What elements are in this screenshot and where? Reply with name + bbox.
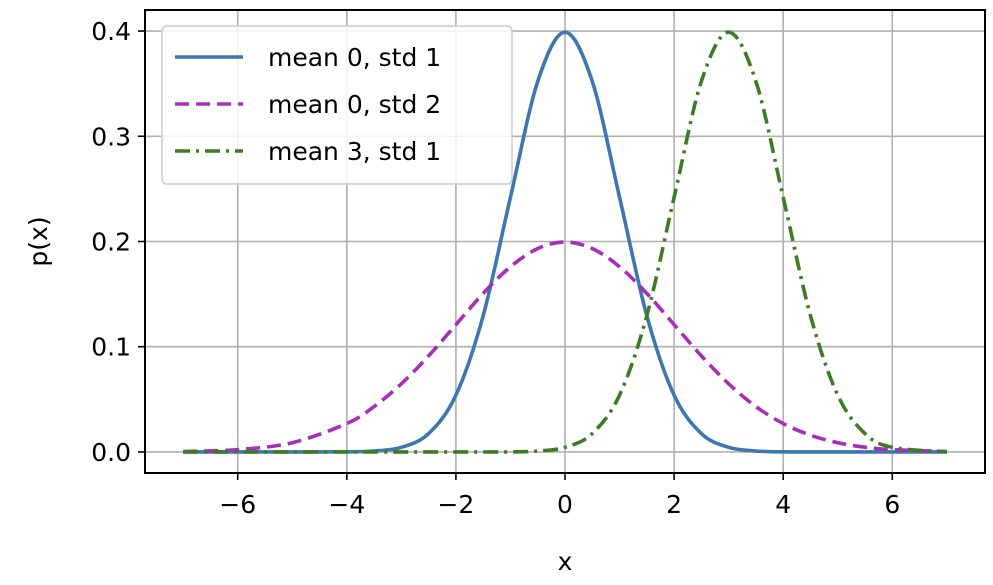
- x-tick-label: 4: [775, 490, 791, 519]
- y-tick-label: 0.4: [91, 17, 131, 46]
- legend-label: mean 0, std 1: [268, 43, 441, 72]
- x-tick-label: 0: [557, 490, 573, 519]
- plot-lines: [183, 30, 947, 454]
- x-tick-label: −2: [437, 490, 474, 519]
- y-tick-label: 0.3: [91, 122, 131, 151]
- axis-ticks: −6 −4 −2 0 2 4 6 0.0 0.1 0.2 0.3 0.4: [91, 17, 900, 519]
- y-tick-label: 0.0: [91, 438, 131, 467]
- y-axis-label: p(x): [24, 216, 53, 266]
- x-axis-label: x: [558, 547, 573, 576]
- x-tick-label: −6: [219, 490, 256, 519]
- x-tick-label: 6: [884, 490, 900, 519]
- y-tick-label: 0.2: [91, 228, 131, 257]
- series-line-3: [183, 30, 947, 454]
- x-tick-label: 2: [666, 490, 682, 519]
- legend: mean 0, std 1 mean 0, std 2 mean 3, std 1: [161, 25, 513, 185]
- y-tick-label: 0.1: [91, 333, 131, 362]
- legend-label: mean 0, std 2: [268, 90, 441, 119]
- series-line-1: [183, 30, 947, 454]
- x-tick-label: −4: [328, 490, 365, 519]
- legend-box: [161, 25, 513, 185]
- legend-label: mean 3, std 1: [268, 137, 441, 166]
- series-line-2: [183, 240, 947, 454]
